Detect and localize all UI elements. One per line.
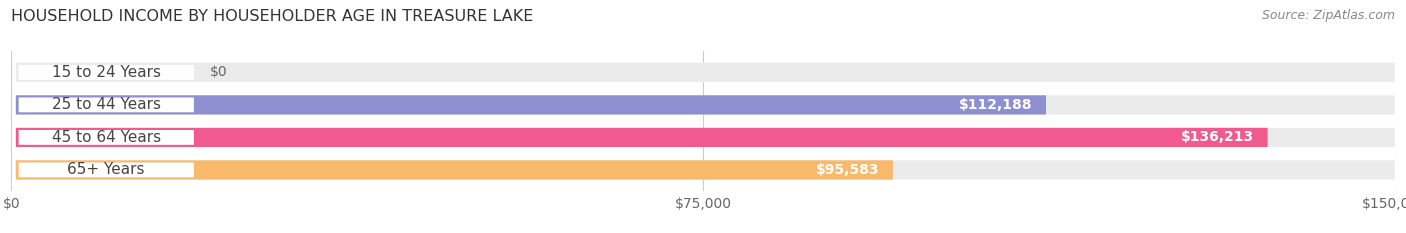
Text: $136,213: $136,213 xyxy=(1181,130,1254,144)
FancyBboxPatch shape xyxy=(18,130,194,145)
Text: 65+ Years: 65+ Years xyxy=(67,162,145,177)
FancyBboxPatch shape xyxy=(15,95,1046,114)
FancyBboxPatch shape xyxy=(15,128,1395,147)
Text: $112,188: $112,188 xyxy=(959,98,1032,112)
FancyBboxPatch shape xyxy=(15,95,1395,114)
FancyBboxPatch shape xyxy=(18,65,194,80)
FancyBboxPatch shape xyxy=(15,160,893,179)
Text: HOUSEHOLD INCOME BY HOUSEHOLDER AGE IN TREASURE LAKE: HOUSEHOLD INCOME BY HOUSEHOLDER AGE IN T… xyxy=(11,9,534,24)
FancyBboxPatch shape xyxy=(15,63,1395,82)
Text: 45 to 64 Years: 45 to 64 Years xyxy=(52,130,160,145)
FancyBboxPatch shape xyxy=(18,97,194,112)
FancyBboxPatch shape xyxy=(15,160,1395,179)
Text: $0: $0 xyxy=(209,65,228,79)
FancyBboxPatch shape xyxy=(18,162,194,177)
Text: 25 to 44 Years: 25 to 44 Years xyxy=(52,97,160,112)
Text: Source: ZipAtlas.com: Source: ZipAtlas.com xyxy=(1261,9,1395,22)
Text: 15 to 24 Years: 15 to 24 Years xyxy=(52,65,160,80)
Text: $95,583: $95,583 xyxy=(815,163,879,177)
FancyBboxPatch shape xyxy=(15,128,1268,147)
